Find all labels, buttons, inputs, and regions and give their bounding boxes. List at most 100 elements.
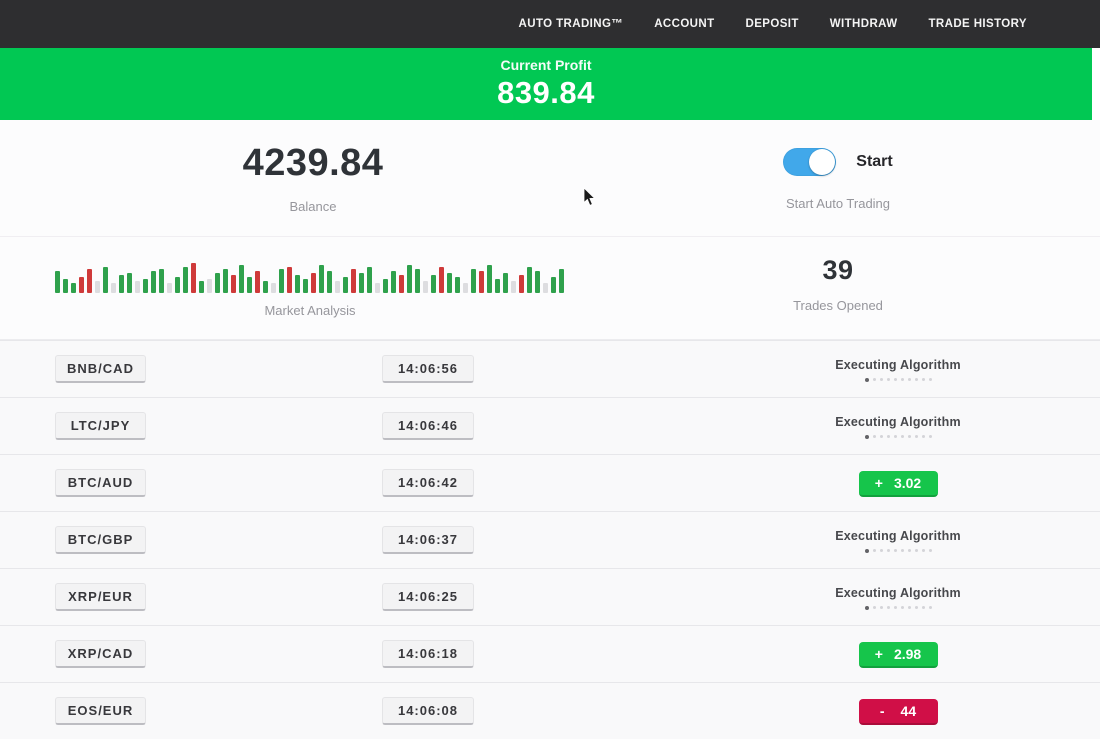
current-profit-value: 839.84 bbox=[497, 75, 595, 110]
market-bar bbox=[207, 279, 212, 293]
executing-algorithm-label: Executing Algorithm bbox=[835, 585, 961, 600]
market-analysis-section: Market Analysis bbox=[55, 257, 565, 318]
market-bar bbox=[343, 277, 348, 293]
time-chip[interactable]: 14:06:46 bbox=[382, 412, 474, 440]
market-bar bbox=[463, 283, 468, 293]
auto-trading-toggle[interactable] bbox=[783, 148, 837, 176]
market-bar bbox=[415, 269, 420, 293]
progress-dot bbox=[928, 378, 932, 381]
market-bar bbox=[335, 281, 340, 293]
progress-dot bbox=[872, 549, 876, 552]
market-bar bbox=[439, 267, 444, 293]
nav-item-account[interactable]: ACCOUNT bbox=[654, 18, 715, 30]
market-bar bbox=[63, 279, 68, 293]
time-chip[interactable]: 14:06:42 bbox=[382, 469, 474, 497]
market-bar bbox=[431, 275, 436, 293]
progress-dot bbox=[907, 549, 911, 552]
nav-item-trade-history[interactable]: TRADE HISTORY bbox=[928, 18, 1027, 30]
market-bar bbox=[287, 267, 292, 293]
progress-dot bbox=[907, 606, 911, 609]
market-bar bbox=[79, 277, 84, 293]
progress-dot bbox=[900, 378, 904, 381]
auto-trading-label: Start Auto Trading bbox=[785, 196, 891, 211]
market-bar bbox=[111, 283, 116, 293]
market-bar bbox=[103, 267, 108, 293]
market-bar bbox=[231, 275, 236, 293]
pair-chip[interactable]: BNB/CAD bbox=[55, 355, 146, 383]
table-row: BNB/CAD 14:06:56 Executing Algorithm bbox=[0, 340, 1100, 397]
progress-dot bbox=[872, 606, 876, 609]
pair-chip[interactable]: LTC/JPY bbox=[55, 412, 146, 440]
progress-dot bbox=[886, 549, 890, 552]
progress-dot bbox=[914, 549, 918, 552]
market-bar bbox=[87, 269, 92, 293]
progress-dot bbox=[893, 549, 897, 552]
market-bar bbox=[535, 271, 540, 293]
market-bar bbox=[151, 271, 156, 293]
market-bar bbox=[399, 275, 404, 293]
market-bar bbox=[495, 279, 500, 293]
market-analysis-label: Market Analysis bbox=[264, 303, 356, 318]
market-bar bbox=[455, 277, 460, 293]
badge-value: 44 bbox=[900, 702, 917, 719]
trade-status: + 2.98 bbox=[808, 626, 988, 683]
trades-opened-section: 39 Trades Opened bbox=[738, 255, 938, 313]
market-bar bbox=[295, 275, 300, 293]
trades-opened-value: 39 bbox=[822, 255, 854, 285]
market-bar bbox=[327, 271, 332, 293]
market-bar bbox=[167, 283, 172, 293]
progress-dot bbox=[886, 606, 890, 609]
progress-dot bbox=[886, 378, 890, 381]
balance-row: 4239.84 Balance Start Start Auto Trading bbox=[0, 120, 1100, 237]
progress-dots bbox=[864, 548, 932, 553]
market-bar bbox=[447, 273, 452, 293]
nav-item-deposit[interactable]: DEPOSIT bbox=[745, 18, 799, 30]
progress-dot bbox=[921, 435, 925, 438]
market-bar bbox=[119, 275, 124, 293]
progress-dot bbox=[907, 378, 911, 381]
time-chip[interactable]: 14:06:25 bbox=[382, 583, 474, 611]
market-bar bbox=[311, 273, 316, 293]
progress-dot bbox=[900, 549, 904, 552]
progress-dots bbox=[864, 434, 932, 439]
market-bar bbox=[503, 273, 508, 293]
market-bar bbox=[527, 267, 532, 293]
market-bar bbox=[487, 265, 492, 293]
market-bar bbox=[135, 281, 140, 293]
progress-dot bbox=[879, 549, 883, 552]
time-chip[interactable]: 14:06:18 bbox=[382, 640, 474, 668]
pair-chip[interactable]: BTC/AUD bbox=[55, 469, 146, 497]
current-profit-banner: Current Profit 839.84 bbox=[0, 48, 1092, 120]
nav-item-withdraw[interactable]: WITHDRAW bbox=[829, 18, 898, 30]
executing-algorithm-label: Executing Algorithm bbox=[835, 414, 961, 429]
progress-dot bbox=[879, 606, 883, 609]
table-row: BTC/GBP 14:06:37 Executing Algorithm bbox=[0, 511, 1100, 568]
market-bar bbox=[471, 269, 476, 293]
time-chip[interactable]: 14:06:37 bbox=[382, 526, 474, 554]
pair-chip[interactable]: XRP/EUR bbox=[55, 583, 146, 611]
executing-algorithm-label: Executing Algorithm bbox=[835, 528, 961, 543]
progress-dot bbox=[928, 435, 932, 438]
balance-section: 4239.84 Balance bbox=[213, 142, 413, 214]
badge-value: 2.98 bbox=[893, 645, 922, 662]
market-bar bbox=[95, 281, 100, 293]
market-bar bbox=[183, 267, 188, 293]
time-chip[interactable]: 14:06:08 bbox=[382, 697, 474, 725]
pair-chip[interactable]: XRP/CAD bbox=[55, 640, 146, 668]
pair-chip[interactable]: BTC/GBP bbox=[55, 526, 146, 554]
profit-badge: + 3.02 bbox=[858, 470, 938, 497]
progress-dot bbox=[879, 435, 883, 438]
table-row: XRP/CAD 14:06:18 + 2.98 bbox=[0, 625, 1100, 682]
progress-dot bbox=[914, 606, 918, 609]
market-bar bbox=[479, 271, 484, 293]
nav-item-auto-trading[interactable]: AUTO TRADING™ bbox=[518, 18, 624, 30]
toggle-knob bbox=[809, 149, 836, 175]
market-bar bbox=[191, 263, 196, 293]
pair-chip[interactable]: EOS/EUR bbox=[55, 697, 146, 725]
trade-status: Executing Algorithm bbox=[808, 398, 988, 455]
balance-label: Balance bbox=[289, 199, 337, 214]
market-bar bbox=[175, 277, 180, 293]
progress-dot bbox=[914, 435, 918, 438]
time-chip[interactable]: 14:06:56 bbox=[382, 355, 474, 383]
